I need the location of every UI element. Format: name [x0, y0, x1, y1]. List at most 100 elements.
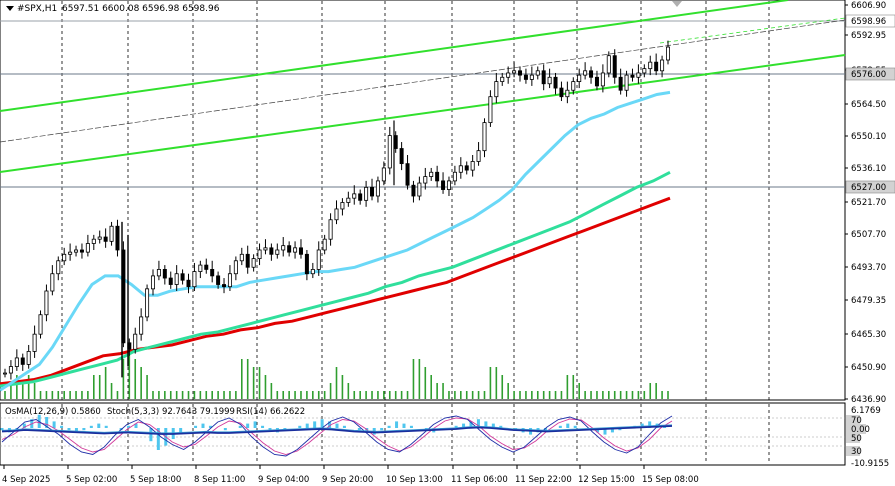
channel-projection-line	[659, 17, 846, 44]
candle-body	[20, 357, 25, 365]
candle-body	[3, 372, 8, 375]
channel-mid-line	[0, 19, 846, 143]
candle-body	[162, 269, 167, 279]
time-tick-label: 11 Sep 06:00	[451, 475, 508, 485]
candle-body	[417, 182, 422, 197]
candle-body	[281, 245, 286, 251]
candle-body	[156, 269, 161, 277]
price-tick-label: 6564.50	[851, 100, 886, 110]
indicator-level-label: 0.00	[851, 425, 870, 435]
candle-body	[660, 59, 665, 72]
candle-body	[263, 247, 268, 251]
indicator-level-tag-bg	[846, 433, 860, 443]
osma-label: OsMA(12,26,9) 0.5860	[5, 407, 101, 417]
candle-body	[198, 264, 203, 272]
vertical-grid	[61, 1, 770, 464]
candle-body	[364, 186, 369, 201]
ohlc-readout: 6597.51 6600.08 6596.98 6598.96	[62, 4, 220, 14]
candlesticks	[3, 40, 671, 380]
candle-body	[387, 135, 392, 169]
time-axis: 4 Sep 2025 5 Sep 02:00 5 Sep 18:00 8 Sep 11…	[2, 465, 699, 485]
rsi-smoothed-line	[1, 425, 673, 435]
candle-body	[435, 171, 440, 182]
price-panel[interactable]	[0, 0, 846, 401]
candle-body	[618, 76, 623, 91]
indicator-level-tag-bg	[846, 424, 866, 434]
candle-body	[494, 81, 499, 98]
indicator-level-tag-bg	[846, 446, 860, 456]
candle-body	[441, 180, 446, 190]
candle-body	[340, 202, 345, 210]
candle-body	[50, 273, 55, 292]
moving-averages	[0, 90, 671, 392]
candle-body	[583, 70, 588, 76]
price-tick-label: 6521.70	[851, 198, 886, 208]
price-tick-label: 6493.70	[851, 263, 886, 273]
candle-body	[222, 284, 227, 288]
candle-body	[506, 72, 511, 78]
candle-body	[251, 258, 256, 268]
candle-body	[68, 251, 73, 255]
candle-body	[32, 333, 37, 352]
candle-body	[654, 61, 659, 72]
price-tick-label: 6479.35	[851, 296, 886, 306]
volume-bars	[4, 351, 669, 399]
price-tick-label: 6465.30	[851, 330, 886, 340]
candle-body	[565, 89, 570, 98]
indicator-level-label: 30	[851, 447, 862, 457]
time-tick-label: 5 Sep 02:00	[66, 475, 117, 485]
candle-body	[239, 253, 244, 262]
candle-body	[571, 81, 576, 91]
candle-body	[411, 184, 416, 197]
candle-body	[523, 74, 528, 80]
time-tick-label: 11 Sep 22:00	[515, 475, 572, 485]
candle-body	[14, 357, 19, 367]
indicator-level-label: 70	[851, 416, 862, 426]
candle-body	[168, 277, 173, 285]
level-upper-tag-bg	[845, 67, 895, 81]
candle-body	[624, 74, 629, 91]
candle-body	[310, 269, 315, 275]
candle-body	[79, 249, 84, 253]
candle-body	[115, 225, 120, 251]
candle-body	[97, 236, 102, 240]
candle-body	[381, 167, 386, 182]
triangle-down-icon[interactable]	[6, 6, 14, 11]
candle-body	[38, 314, 43, 335]
candle-body	[482, 122, 487, 152]
candle-body	[476, 150, 481, 162]
candle-body	[600, 72, 605, 87]
current-price-tag: 6598.96	[851, 17, 886, 27]
candle-body	[150, 275, 155, 290]
osma-bottom-label: -10.9155	[851, 459, 889, 469]
time-tick-label: 5 Sep 18:00	[130, 475, 181, 485]
candle-body	[464, 165, 469, 171]
candle-body	[174, 273, 179, 285]
time-tick-label: 10 Sep 13:00	[386, 475, 443, 485]
candle-body	[458, 165, 463, 173]
candle-body	[74, 249, 79, 253]
chart-scroll-arrow-icon[interactable]	[672, 1, 682, 7]
candle-body	[553, 76, 558, 89]
candle-body	[642, 68, 647, 74]
candle-body	[559, 87, 564, 98]
price-tick-label: 6536.10	[851, 164, 886, 174]
candle-body	[399, 148, 404, 165]
osma-top-label: 6.1769	[851, 406, 881, 416]
candle-body	[103, 236, 108, 242]
candle-body	[535, 70, 540, 76]
candle-body	[370, 186, 375, 197]
candle-body	[204, 264, 209, 270]
candle-body	[56, 260, 61, 275]
candle-body	[287, 245, 292, 253]
candle-body	[26, 351, 31, 365]
candle-body	[304, 253, 309, 275]
candle-body	[145, 288, 150, 318]
ema-mid-line	[0, 170, 671, 388]
rsi-label: RSI(14) 66.2622	[236, 407, 305, 417]
candle-body	[8, 366, 13, 374]
candle-body	[423, 176, 428, 184]
indicator-level-tag-bg	[846, 415, 860, 425]
